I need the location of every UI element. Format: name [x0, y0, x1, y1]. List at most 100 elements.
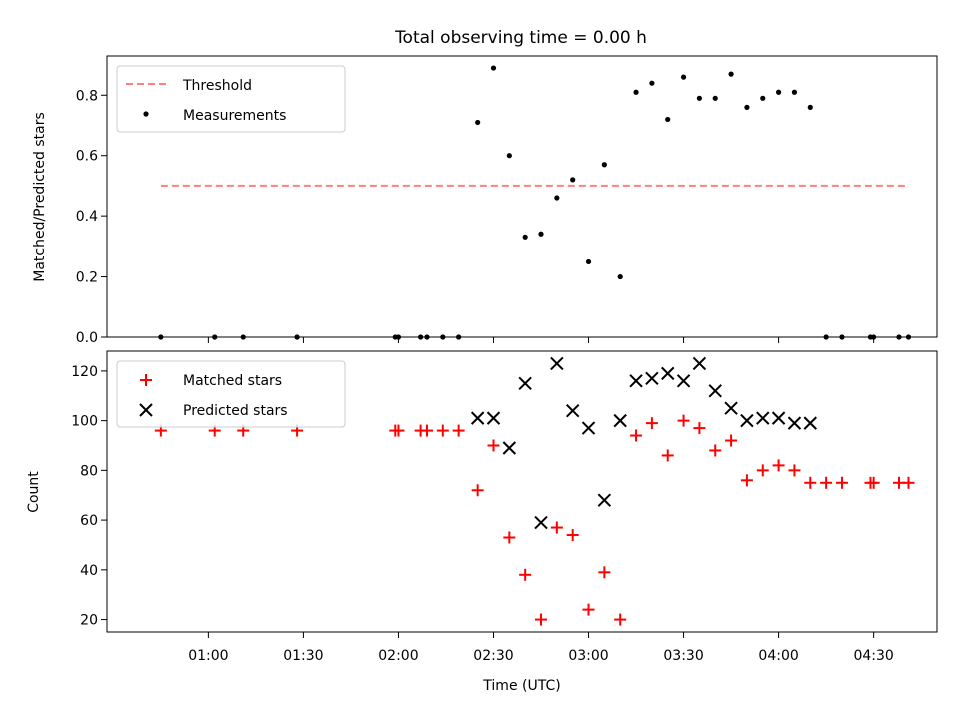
matched-star-point [725, 434, 738, 447]
top-y-tick-label: 0.8 [76, 88, 98, 104]
bottom-x-tick-label: 01:30 [283, 648, 323, 664]
predicted-star-point [645, 371, 659, 386]
measurement-point [506, 153, 512, 159]
top-legend: Threshold Measurements [116, 65, 346, 133]
measurement-point [617, 273, 623, 280]
matched-star-point [535, 613, 548, 626]
matched-star-point [550, 521, 563, 534]
measurement-point [744, 104, 750, 110]
predicted-star-point [470, 411, 485, 425]
predicted-star-point [534, 515, 548, 530]
matched-star-point [487, 439, 500, 452]
matched-star-point [756, 464, 769, 477]
matched-star-point [452, 424, 465, 437]
matched-star-point [820, 476, 833, 489]
matched-star-point [902, 476, 915, 489]
measurement-point [585, 258, 592, 265]
predicted-star-point [708, 384, 722, 398]
bottom-y-tick-label: 120 [71, 364, 98, 380]
predicted-star-point [756, 411, 770, 425]
predicted-star-point [581, 421, 596, 435]
measurement-point [475, 119, 481, 126]
top-title: Total observing time = 0.00 h [394, 28, 647, 48]
matched-star-point [804, 476, 817, 489]
matched-star-point [598, 566, 611, 579]
top-y-tick-label: 0.6 [76, 149, 98, 165]
matched-star-point [420, 424, 433, 437]
bottom-legend-box [116, 360, 346, 428]
top-x-tick-marks [207, 337, 875, 343]
bottom-y-tick-label: 60 [80, 513, 98, 529]
legend-predicted-swatch [139, 403, 153, 417]
matched-star-point [503, 531, 516, 544]
matched-star-point [566, 529, 579, 542]
predicted-star-point [676, 374, 691, 388]
predicted-star-point [502, 441, 517, 455]
measurement-point [601, 162, 607, 168]
legend-predicted-label: Predicted stars [183, 403, 288, 419]
matched-star-point [661, 449, 674, 462]
predicted-star-point [724, 401, 738, 415]
bottom-x-tick-label: 04:00 [758, 648, 798, 664]
bottom-x-tick-label: 03:30 [663, 648, 703, 664]
measurement-point [807, 104, 813, 110]
bottom-y-tick-label: 100 [71, 414, 98, 430]
legend-matched-swatch [140, 374, 152, 386]
predicted-star-point [597, 493, 612, 507]
predicted-star-point [565, 403, 580, 418]
bottom-y-tick-label: 80 [80, 463, 98, 479]
matched-star-point [436, 424, 449, 437]
legend-measurements-swatch [143, 111, 149, 117]
predicted-star-point [692, 356, 707, 371]
legend-threshold-label: Threshold [182, 78, 252, 94]
matched-star-point [519, 568, 532, 581]
bottom-x-tick-label: 02:30 [473, 648, 513, 664]
legend-matched-label: Matched stars [183, 373, 282, 389]
measurement-point [570, 177, 576, 183]
predicted-star-point [661, 366, 675, 381]
measurement-point [665, 116, 671, 123]
predicted-star-point [613, 413, 627, 428]
top-axes-frame [106, 55, 938, 338]
bottom-x-tick-label: 01:00 [188, 648, 228, 664]
measurement-point [649, 80, 655, 86]
measurement-point [554, 195, 560, 201]
top-y-axis-label: Matched/Predicted stars [32, 112, 48, 282]
bottom-x-ticks: 01:00 01:30 02:00 02:30 03:00 03:30 04:00 04:30 [188, 632, 894, 664]
measurement-point [776, 89, 782, 95]
measurement-point [538, 231, 544, 237]
matched-star-point [471, 484, 484, 497]
measurement-point [522, 234, 528, 240]
matched-star-point [867, 476, 880, 489]
top-y-tick-label: 0.4 [76, 209, 98, 225]
bottom-axes-frame [106, 350, 938, 633]
measurement-point [680, 74, 687, 80]
bottom-x-tick-label: 02:00 [378, 648, 418, 664]
matched-star-point [740, 474, 753, 487]
predicted-star-point [550, 356, 564, 371]
bottom-legend: Matched stars Predicted stars [116, 360, 346, 428]
predicted-star-point [629, 374, 643, 388]
legend-measurements-label: Measurements [183, 108, 286, 124]
matched-star-point [709, 444, 722, 457]
matched-star-point [645, 417, 658, 430]
measurement-point [712, 95, 718, 101]
matched-star-point [835, 476, 848, 489]
measurement-point [760, 95, 766, 101]
predicted-star-point [518, 376, 532, 391]
bottom-y-tick-label: 40 [80, 563, 98, 579]
measurement-point [791, 89, 798, 95]
matched-star-point [630, 429, 643, 442]
top-y-ticks: 0.0 0.2 0.4 0.6 0.8 [76, 88, 107, 346]
bottom-y-tick-label: 20 [80, 613, 98, 629]
measurement-point [696, 95, 703, 101]
measurement-point [633, 89, 639, 95]
predicted-star-point [771, 411, 786, 425]
measurement-point [490, 65, 497, 71]
matched-star-point [693, 422, 706, 435]
matched-star-point [392, 424, 405, 437]
top-y-tick-label: 0.2 [76, 270, 98, 286]
bottom-x-tick-label: 03:00 [568, 648, 608, 664]
predicted-star-point [803, 416, 817, 430]
